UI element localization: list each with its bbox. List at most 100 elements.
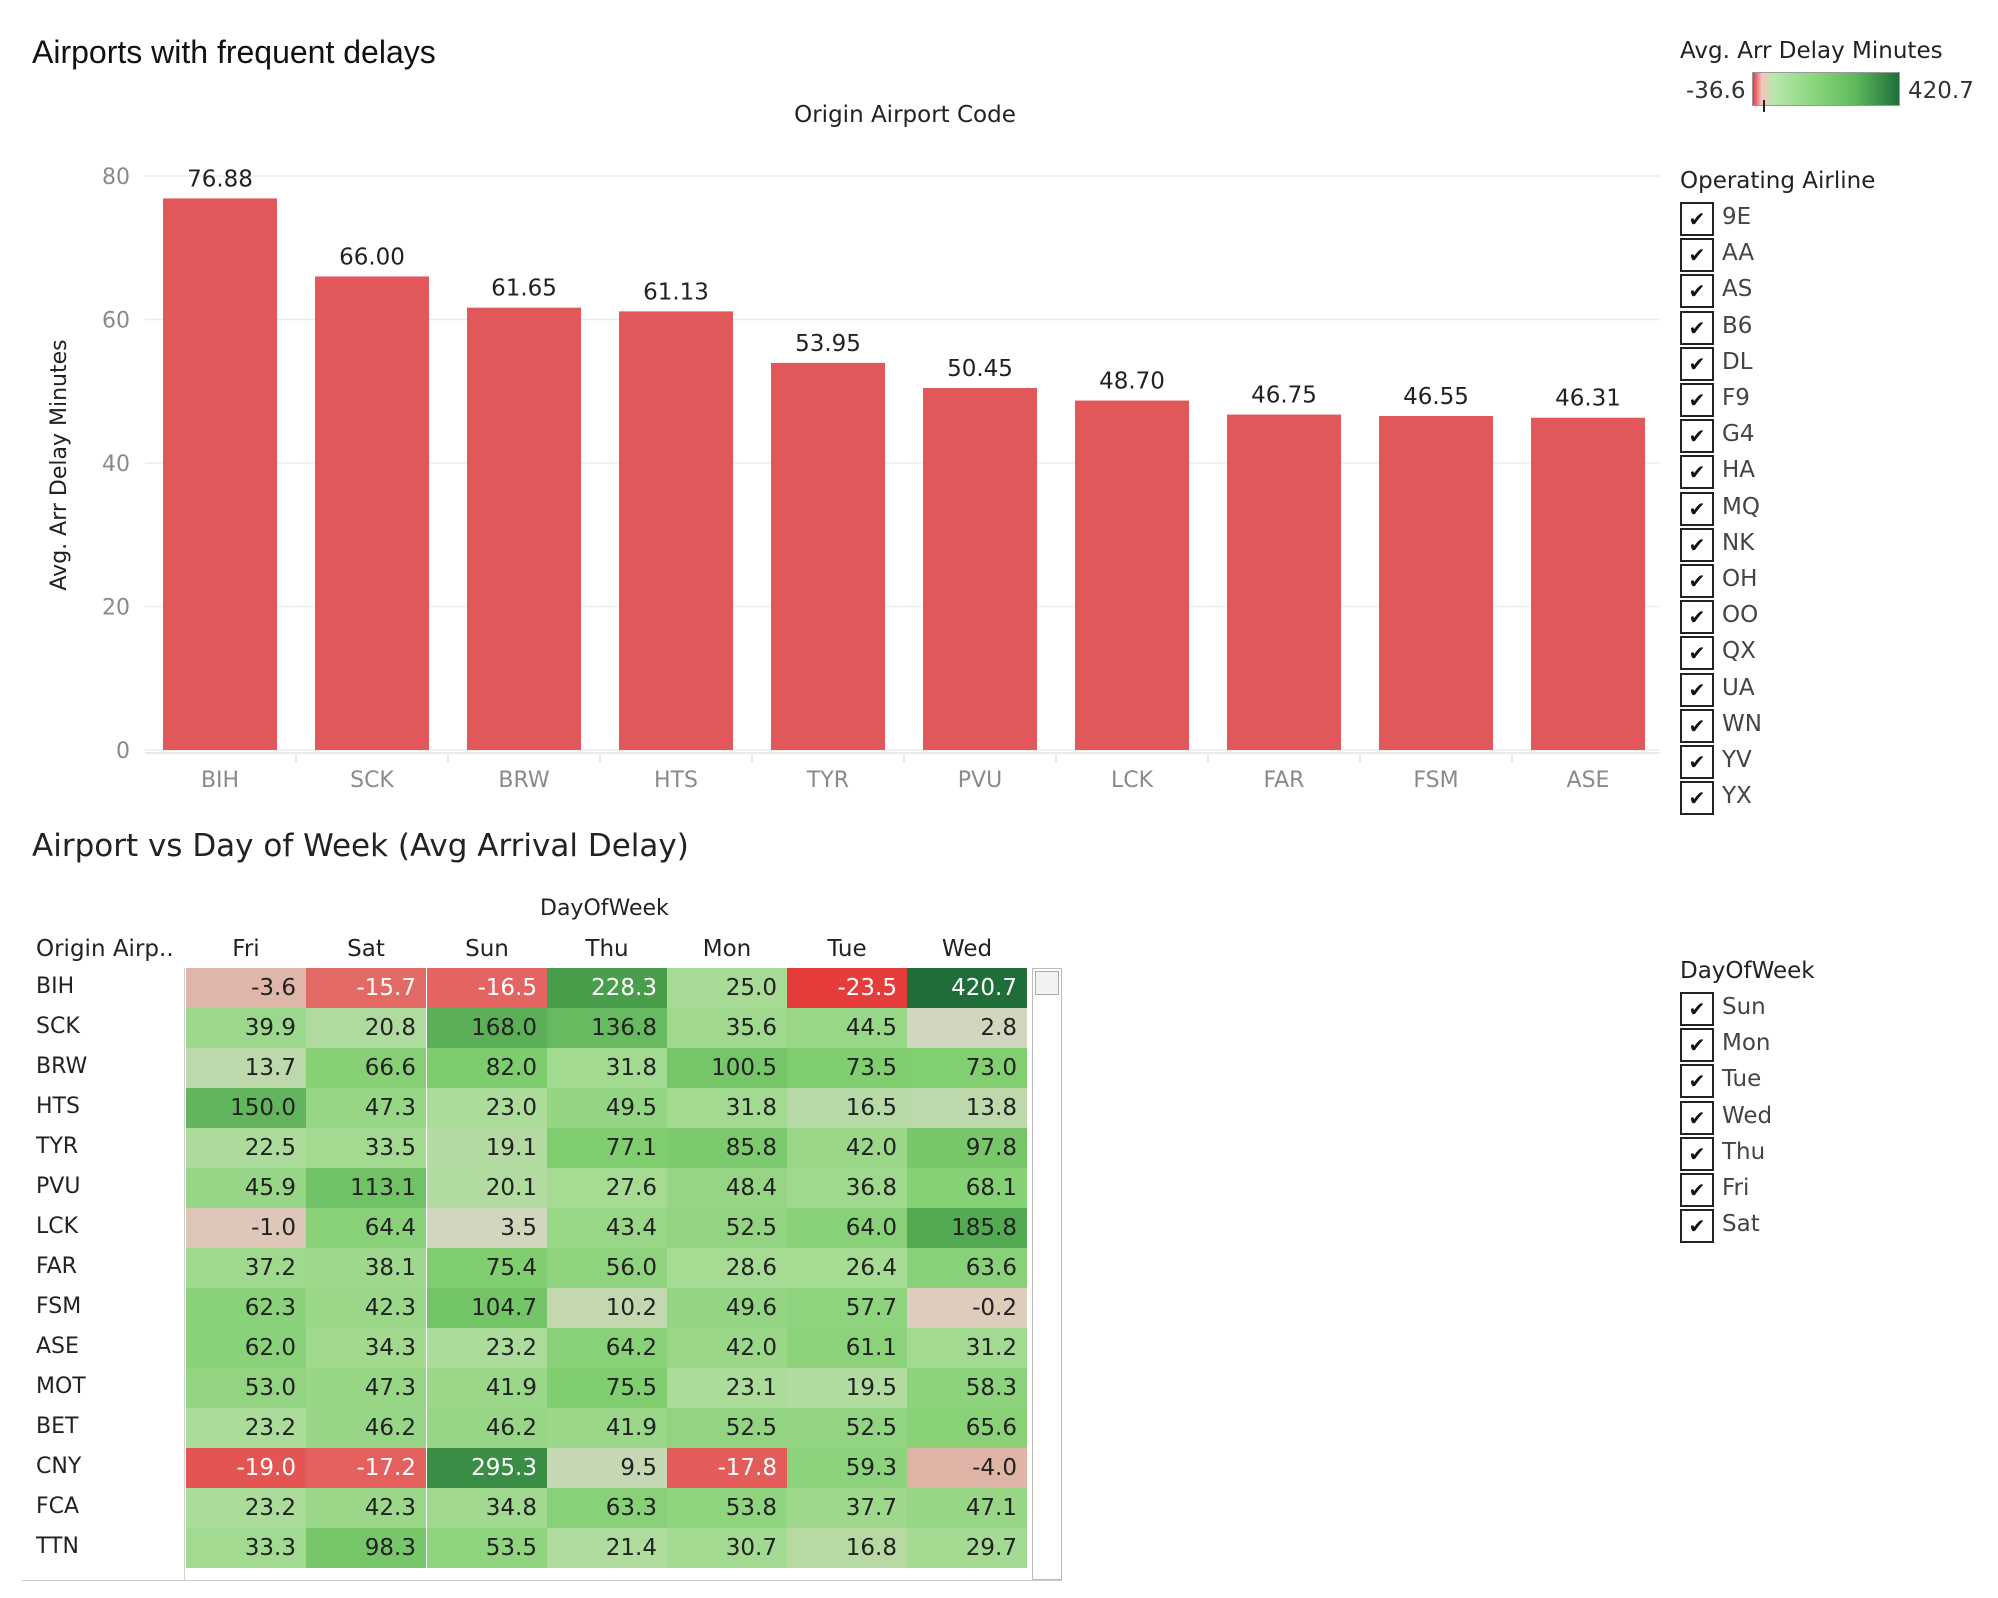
heatmap-cell[interactable]: 23.0: [427, 1088, 547, 1128]
heatmap-cell[interactable]: 19.1: [427, 1128, 547, 1168]
checkbox-checked-icon[interactable]: ✔: [1680, 600, 1714, 635]
heatmap-cell[interactable]: 75.5: [547, 1368, 667, 1408]
heatmap-cell[interactable]: -4.0: [907, 1448, 1027, 1488]
heatmap-cell[interactable]: 100.5: [667, 1048, 787, 1088]
heatmap-cell[interactable]: 168.0: [427, 1008, 547, 1048]
heatmap-scrollbar[interactable]: [1032, 968, 1062, 1580]
heatmap-cell[interactable]: 22.5: [186, 1128, 306, 1168]
heatmap-cell[interactable]: 63.3: [547, 1488, 667, 1528]
heatmap-cell[interactable]: 9.5: [547, 1448, 667, 1488]
heatmap-cell[interactable]: 48.4: [667, 1168, 787, 1208]
checkbox-checked-icon[interactable]: ✔: [1680, 1173, 1714, 1207]
checkbox-checked-icon[interactable]: ✔: [1680, 491, 1714, 526]
heatmap-cell[interactable]: 62.0: [186, 1328, 306, 1368]
heatmap-cell[interactable]: 45.9: [186, 1168, 306, 1208]
heatmap-cell[interactable]: 73.5: [787, 1048, 907, 1088]
checkbox-checked-icon[interactable]: ✔: [1680, 1136, 1714, 1171]
heatmap-cell[interactable]: 25.0: [667, 968, 787, 1008]
checkbox-checked-icon[interactable]: ✔: [1680, 527, 1714, 562]
heatmap-cell[interactable]: 16.5: [787, 1088, 907, 1128]
heatmap-cell[interactable]: 16.8: [787, 1528, 907, 1568]
checkbox-checked-icon[interactable]: ✔: [1680, 274, 1714, 309]
heatmap-cell[interactable]: 23.2: [186, 1488, 306, 1528]
heatmap-cell[interactable]: 26.4: [787, 1248, 907, 1288]
heatmap-cell[interactable]: 37.2: [186, 1248, 306, 1288]
heatmap-cell[interactable]: 41.9: [427, 1368, 547, 1408]
heatmap-cell[interactable]: 34.3: [306, 1328, 426, 1368]
heatmap-cell[interactable]: -16.5: [427, 968, 547, 1008]
heatmap-cell[interactable]: 53.8: [667, 1488, 787, 1528]
heatmap-cell[interactable]: 23.2: [427, 1328, 547, 1368]
heatmap-cell[interactable]: 2.8: [907, 1008, 1027, 1048]
heatmap-cell[interactable]: 47.3: [306, 1088, 426, 1128]
heatmap-cell[interactable]: 65.6: [907, 1408, 1027, 1448]
heatmap-cell[interactable]: 37.7: [787, 1488, 907, 1528]
checkbox-checked-icon[interactable]: ✔: [1680, 781, 1714, 816]
checkbox-checked-icon[interactable]: ✔: [1680, 672, 1714, 707]
checkbox-checked-icon[interactable]: ✔: [1680, 1100, 1714, 1135]
heatmap-cell[interactable]: 59.3: [787, 1448, 907, 1488]
heatmap-cell[interactable]: -19.0: [186, 1448, 306, 1488]
heatmap-cell[interactable]: 21.4: [547, 1528, 667, 1568]
heatmap-cell[interactable]: 77.1: [547, 1128, 667, 1168]
checkbox-checked-icon[interactable]: ✔: [1680, 992, 1714, 1026]
heatmap-cell[interactable]: 44.5: [787, 1008, 907, 1048]
scrollbar-thumb[interactable]: [1035, 971, 1059, 995]
heatmap-cell[interactable]: 52.5: [787, 1408, 907, 1448]
heatmap-cell[interactable]: 35.6: [667, 1008, 787, 1048]
heatmap-cell[interactable]: 34.8: [427, 1488, 547, 1528]
heatmap-cell[interactable]: 46.2: [427, 1408, 547, 1448]
heatmap-cell[interactable]: -0.2: [907, 1288, 1027, 1328]
heatmap-cell[interactable]: 38.1: [306, 1248, 426, 1288]
heatmap-cell[interactable]: 19.5: [787, 1368, 907, 1408]
heatmap-cell[interactable]: 30.7: [667, 1528, 787, 1568]
heatmap-cell[interactable]: 23.1: [667, 1368, 787, 1408]
heatmap-cell[interactable]: 31.8: [667, 1088, 787, 1128]
checkbox-checked-icon[interactable]: ✔: [1680, 238, 1714, 273]
checkbox-checked-icon[interactable]: ✔: [1680, 1064, 1714, 1099]
checkbox-checked-icon[interactable]: ✔: [1680, 1028, 1714, 1063]
heatmap-cell[interactable]: 64.2: [547, 1328, 667, 1368]
heatmap-cell[interactable]: 42.0: [787, 1128, 907, 1168]
heatmap-cell[interactable]: 49.5: [547, 1088, 667, 1128]
heatmap-cell[interactable]: 98.3: [306, 1528, 426, 1568]
heatmap-cell[interactable]: 36.8: [787, 1168, 907, 1208]
heatmap-cell[interactable]: -23.5: [787, 968, 907, 1008]
heatmap-cell[interactable]: 104.7: [427, 1288, 547, 1328]
heatmap-cell[interactable]: 228.3: [547, 968, 667, 1008]
heatmap-cell[interactable]: 150.0: [186, 1088, 306, 1128]
heatmap-cell[interactable]: 31.2: [907, 1328, 1027, 1368]
heatmap-cell[interactable]: 57.7: [787, 1288, 907, 1328]
heatmap-cell[interactable]: 68.1: [907, 1168, 1027, 1208]
heatmap-cell[interactable]: 46.2: [306, 1408, 426, 1448]
heatmap-cell[interactable]: 13.8: [907, 1088, 1027, 1128]
heatmap-cell[interactable]: 56.0: [547, 1248, 667, 1288]
heatmap-cell[interactable]: 53.5: [427, 1528, 547, 1568]
checkbox-checked-icon[interactable]: ✔: [1680, 383, 1714, 417]
heatmap-cell[interactable]: 64.4: [306, 1208, 426, 1248]
heatmap-cell[interactable]: -15.7: [306, 968, 426, 1008]
heatmap-cell[interactable]: 53.0: [186, 1368, 306, 1408]
heatmap-cell[interactable]: 52.5: [667, 1408, 787, 1448]
checkbox-checked-icon[interactable]: ✔: [1680, 202, 1714, 236]
heatmap-cell[interactable]: 33.5: [306, 1128, 426, 1168]
heatmap-cell[interactable]: -1.0: [186, 1208, 306, 1248]
heatmap-cell[interactable]: 39.9: [186, 1008, 306, 1048]
heatmap-cell[interactable]: -17.8: [667, 1448, 787, 1488]
heatmap-cell[interactable]: 42.3: [306, 1288, 426, 1328]
checkbox-checked-icon[interactable]: ✔: [1680, 636, 1714, 671]
heatmap-cell[interactable]: 73.0: [907, 1048, 1027, 1088]
heatmap-cell[interactable]: 23.2: [186, 1408, 306, 1448]
heatmap-cell[interactable]: 85.8: [667, 1128, 787, 1168]
heatmap-cell[interactable]: 136.8: [547, 1008, 667, 1048]
checkbox-checked-icon[interactable]: ✔: [1680, 564, 1714, 598]
heatmap-cell[interactable]: 185.8: [907, 1208, 1027, 1248]
heatmap-cell[interactable]: 113.1: [306, 1168, 426, 1208]
heatmap-cell[interactable]: 82.0: [427, 1048, 547, 1088]
heatmap-cell[interactable]: 13.7: [186, 1048, 306, 1088]
heatmap-cell[interactable]: 420.7: [907, 968, 1027, 1008]
heatmap-row-header[interactable]: Origin Airp..: [36, 936, 174, 962]
heatmap-cell[interactable]: -17.2: [306, 1448, 426, 1488]
heatmap-cell[interactable]: 29.7: [907, 1528, 1027, 1568]
heatmap-cell[interactable]: 66.6: [306, 1048, 426, 1088]
